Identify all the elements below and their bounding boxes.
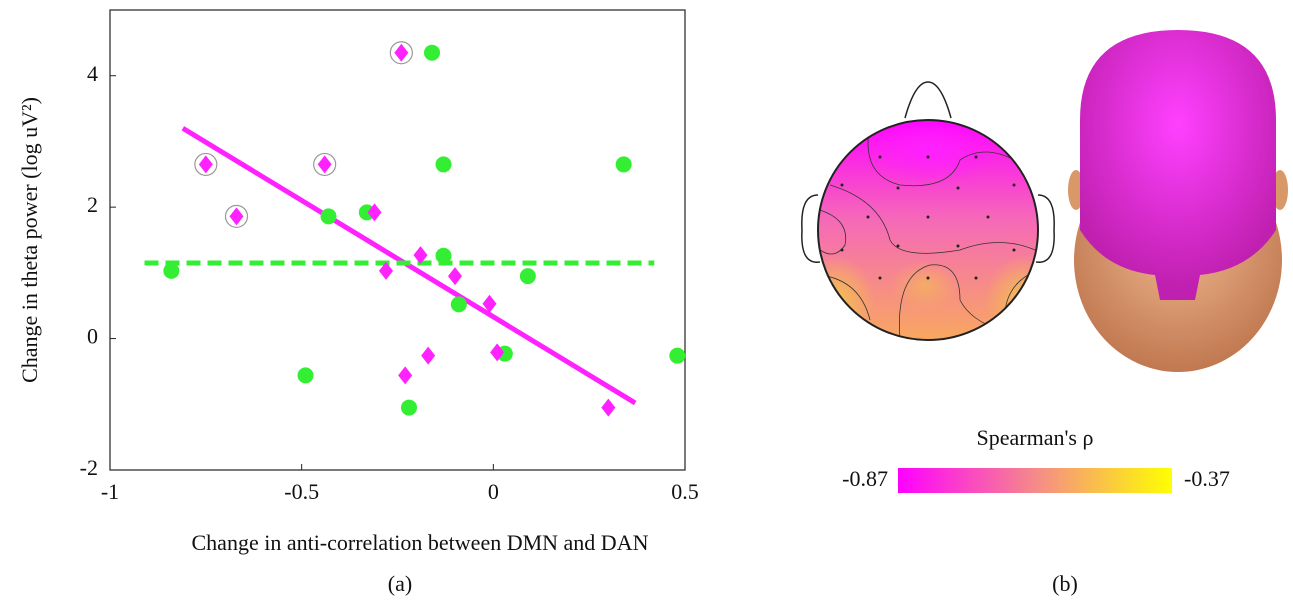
circle-point bbox=[320, 208, 337, 225]
circle-point bbox=[669, 347, 686, 364]
diamond-point bbox=[367, 203, 382, 222]
axes-frame bbox=[109, 9, 686, 471]
x-tick-label: 0 bbox=[488, 479, 499, 504]
x-tick-label: -0.5 bbox=[284, 479, 319, 504]
diamond-point bbox=[229, 207, 244, 226]
colorbar-max-label: -0.37 bbox=[1184, 466, 1230, 491]
highlight-ring bbox=[313, 152, 337, 177]
diamond-point bbox=[421, 346, 436, 365]
y-tick-label: 4 bbox=[87, 61, 98, 86]
head-outline bbox=[817, 119, 1039, 341]
diamond-point bbox=[413, 246, 428, 265]
highlight-ring bbox=[194, 152, 218, 177]
scatter-panel: Change in anti-correlation between DMN a… bbox=[17, 9, 686, 596]
colorbar-min-label: -0.87 bbox=[842, 466, 888, 491]
circle-point bbox=[297, 367, 314, 384]
y-axis-label: Change in theta power (log uV²) bbox=[17, 97, 42, 383]
topomap-panel: Spearman's ρ (b) bbox=[801, 30, 1288, 596]
left-ear bbox=[801, 194, 821, 263]
fit-line bbox=[181, 126, 637, 406]
colorbar-title: Spearman's ρ bbox=[977, 425, 1094, 450]
colorbar bbox=[898, 468, 1172, 493]
circle-point bbox=[424, 44, 440, 61]
panel-label: (a) bbox=[388, 571, 412, 596]
diamond-point bbox=[482, 294, 497, 313]
diamond-point bbox=[379, 261, 393, 280]
diamond-point bbox=[394, 43, 409, 62]
highlight-ring bbox=[224, 204, 249, 228]
circle-point bbox=[450, 296, 467, 313]
circle-point bbox=[435, 247, 452, 264]
diamond-point bbox=[398, 366, 413, 385]
diamond-point bbox=[490, 343, 505, 362]
diamond-point bbox=[601, 398, 616, 417]
circle-point bbox=[519, 268, 536, 285]
y-tick-label: 0 bbox=[87, 324, 98, 349]
circle-point bbox=[401, 399, 417, 416]
highlight-ring bbox=[389, 41, 413, 65]
diamond-point bbox=[448, 267, 462, 286]
x-tick-label: -1 bbox=[101, 479, 119, 504]
x-tick-label: 0.5 bbox=[671, 479, 699, 504]
y-tick-label: 2 bbox=[87, 192, 98, 217]
scalp-cap bbox=[1080, 30, 1276, 300]
panel-label: (b) bbox=[1052, 571, 1078, 596]
diamond-point bbox=[317, 155, 332, 174]
right-ear bbox=[1035, 194, 1055, 263]
circle-point bbox=[615, 156, 632, 173]
diamond-point bbox=[198, 155, 213, 174]
nose bbox=[904, 81, 952, 119]
circle-point bbox=[435, 156, 452, 173]
topomap-surface bbox=[818, 120, 1038, 340]
x-axis-label: Change in anti-correlation between DMN a… bbox=[192, 530, 649, 555]
y-tick-label: -2 bbox=[80, 455, 98, 480]
circle-point bbox=[163, 262, 180, 279]
